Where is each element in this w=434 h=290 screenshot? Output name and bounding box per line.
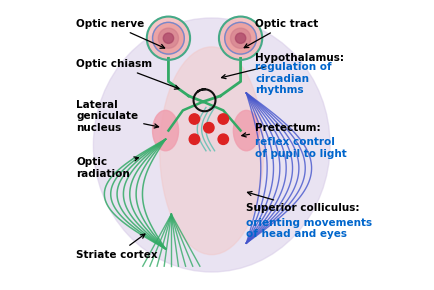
Text: Superior colliculus:: Superior colliculus: (246, 191, 359, 213)
Circle shape (189, 114, 199, 124)
Circle shape (203, 122, 214, 133)
Circle shape (152, 22, 184, 54)
Ellipse shape (233, 110, 259, 151)
Text: reflex control
of pupil to light: reflex control of pupil to light (254, 137, 346, 159)
Ellipse shape (159, 47, 263, 255)
Circle shape (217, 114, 228, 124)
Text: Optic
radiation: Optic radiation (76, 157, 138, 179)
Circle shape (217, 134, 228, 144)
Text: Lateral
geniculate
nucleus: Lateral geniculate nucleus (76, 99, 158, 133)
Text: Pretectum:: Pretectum: (241, 123, 320, 137)
Circle shape (224, 22, 256, 54)
Circle shape (158, 28, 178, 48)
Text: Hypothalamus:: Hypothalamus: (221, 53, 343, 79)
Ellipse shape (93, 18, 329, 272)
Circle shape (146, 17, 190, 60)
Text: regulation of
circadian
rhythms: regulation of circadian rhythms (254, 62, 331, 95)
Circle shape (189, 134, 199, 144)
Circle shape (235, 33, 245, 44)
Text: Optic nerve: Optic nerve (76, 19, 164, 48)
Text: Optic tract: Optic tract (243, 19, 318, 48)
Circle shape (163, 33, 173, 44)
Circle shape (230, 28, 250, 48)
Circle shape (218, 17, 262, 60)
Text: Striate cortex: Striate cortex (76, 234, 158, 260)
Ellipse shape (152, 110, 178, 151)
Text: Optic chiasm: Optic chiasm (76, 59, 178, 89)
Text: orienting movements
of head and eyes: orienting movements of head and eyes (246, 218, 372, 240)
